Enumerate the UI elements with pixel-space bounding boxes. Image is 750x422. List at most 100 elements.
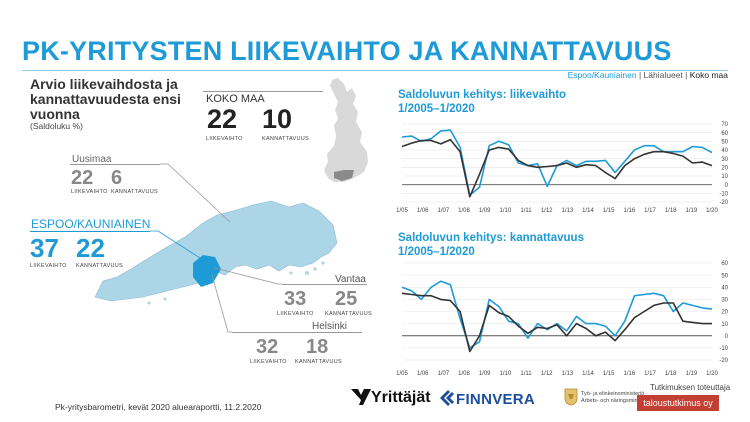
y-tick-label: 70 xyxy=(721,122,728,128)
y-tick-label: -10 xyxy=(719,192,728,198)
uusimaa-liikevaihto-label: LIIKEVAIHTO xyxy=(71,189,108,195)
espoo-kannattavuus-label: KANNATTAVUUS xyxy=(76,263,123,269)
nav-separator: | xyxy=(636,70,644,80)
y-tick-label: 0 xyxy=(725,334,729,340)
x-tick-label: 1/19 xyxy=(685,208,697,214)
helsinki-label: Helsinki xyxy=(312,321,348,332)
x-tick-label: 1/20 xyxy=(706,371,718,377)
nav-separator: | xyxy=(682,70,690,80)
y-tick-label: 40 xyxy=(721,285,728,291)
vantaa-liikevaihto-label: LIIKEVAIHTO xyxy=(277,311,314,317)
y-axis-label: Saldoluku xyxy=(704,255,730,257)
x-tick-label: 1/09 xyxy=(479,208,491,214)
finnvera-logo: FINNVERA xyxy=(456,391,536,408)
source-footnote: Pk-yritysbarometri, kevät 2020 aluearapo… xyxy=(55,402,262,412)
helsinki-kannattavuus-label: KANNATTAVUUS xyxy=(295,359,342,365)
x-tick-label: 1/16 xyxy=(623,208,635,214)
x-tick-label: 1/07 xyxy=(437,371,449,377)
x-tick-label: 1/05 xyxy=(396,371,408,377)
series-line-1 xyxy=(401,280,713,349)
uusimaa-label: Uusimaa xyxy=(72,154,112,165)
chart2-title: Saldoluvun kehitys: kannattavuus xyxy=(398,232,584,244)
region-nav: Espoo/Kauniainen | Lähialueet | Koko maa xyxy=(568,70,728,80)
x-tick-label: 1/08 xyxy=(458,371,470,377)
vantaa-liikevaihto-value: 33 xyxy=(284,288,307,310)
ministry-line-2: Arbets- och näringsministeriet xyxy=(581,398,654,404)
espoo-liikevaihto-value: 37 xyxy=(30,233,59,263)
chart-kannattavuus: -20 -10 0 10 20 30 40 50 60 Saldoluku 1/05 1/06 1/07… xyxy=(396,255,730,377)
koko-maa-liikevaihto-label: LIIKEVAIHTO xyxy=(206,136,243,142)
helsinki-rule xyxy=(232,332,362,333)
espoo-region-shape xyxy=(193,255,221,287)
koko-maa-kannattavuus-value: 10 xyxy=(262,104,293,134)
y-tick-label: 30 xyxy=(721,157,728,163)
helsinki-liikevaihto-label: LIIKEVAIHTO xyxy=(250,359,287,365)
crest-icon xyxy=(564,388,578,406)
y-tick-label: 10 xyxy=(721,174,728,180)
y-tick-label: 50 xyxy=(721,273,728,279)
toteuttaja-label: Tutkimuksen toteuttaja xyxy=(650,383,731,392)
page-title: PK-YRITYSTEN LIIKEVAIHTO JA KANNATTAVUUS xyxy=(22,36,672,66)
x-tick-label: 1/12 xyxy=(541,208,553,214)
uusimaa-kannattavuus-value: 6 xyxy=(111,167,123,189)
y-tick-label: -10 xyxy=(719,346,728,352)
espoo-liikevaihto-label: LIIKEVAIHTO xyxy=(30,263,67,269)
y-tick-label: 60 xyxy=(721,131,728,137)
nav-lahialueet-link[interactable]: Lähialueet xyxy=(643,70,683,80)
chart1-subtitle: 1/2005–1/2020 xyxy=(398,103,475,115)
y-tick-label: 20 xyxy=(721,166,728,172)
ministry-line-1: Työ- ja elinkeinoministeriö xyxy=(581,391,645,397)
y-tick-label: 40 xyxy=(721,148,728,154)
x-tick-label: 1/13 xyxy=(561,371,573,377)
chart2-subtitle: 1/2005–1/2020 xyxy=(398,246,475,258)
y-tick-label: 0 xyxy=(725,183,729,189)
x-tick-label: 1/19 xyxy=(685,371,697,377)
helsinki-liikevaihto-value: 32 xyxy=(256,336,279,358)
uusimaa-kannattavuus-label: KANNATTAVUUS xyxy=(111,189,158,195)
x-tick-label: 1/18 xyxy=(665,208,677,214)
taloustutkimus-logo: taloustutkimus oy xyxy=(637,395,719,411)
koko-maa-kannattavuus-label: KANNATTAVUUS xyxy=(262,136,309,142)
x-tick-label: 1/14 xyxy=(582,371,594,377)
x-tick-label: 1/20 xyxy=(706,208,718,214)
vantaa-kannattavuus-label: KANNATTAVUUS xyxy=(325,311,372,317)
y-tick-label: -20 xyxy=(719,200,728,206)
x-tick-label: 1/11 xyxy=(520,371,532,377)
chart-liikevaihto: -20-10010203040506070Saldoluku1/051/061/… xyxy=(396,122,729,214)
x-tick-label: 1/07 xyxy=(437,208,449,214)
y-tick-label: 10 xyxy=(721,322,728,328)
espoo-kannattavuus-value: 22 xyxy=(76,233,105,263)
section-heading: Arvio liikevaihdosta ja kannattavuudesta… xyxy=(30,76,181,122)
y-tick-label: 60 xyxy=(721,261,728,267)
uusimaa-liikevaihto-value: 22 xyxy=(71,167,94,189)
x-tick-label: 1/15 xyxy=(603,208,615,214)
x-tick-label: 1/10 xyxy=(499,371,511,377)
x-tick-label: 1/06 xyxy=(417,208,429,214)
x-tick-label: 1/16 xyxy=(623,371,635,377)
uusimaa-region-map xyxy=(94,200,338,305)
y-tick-label: 50 xyxy=(721,140,728,146)
ministry-logo: Työ- ja elinkeinoministeriö Arbets- och … xyxy=(581,391,654,405)
series-line-2 xyxy=(401,292,712,353)
x-tick-label: 1/09 xyxy=(479,371,491,377)
section-note: (Saldoluku %) xyxy=(30,121,83,131)
x-tick-label: 1/06 xyxy=(417,371,429,377)
x-tick-label: 1/14 xyxy=(582,208,594,214)
x-tick-label: 1/12 xyxy=(541,371,553,377)
koko-maa-rule xyxy=(203,91,323,92)
nav-koko-maa-link[interactable]: Koko maa xyxy=(689,70,728,80)
y-tick-label: 20 xyxy=(721,310,728,316)
finland-map-icon xyxy=(324,78,368,182)
x-tick-label: 1/08 xyxy=(458,208,470,214)
espoo-rule xyxy=(30,231,150,232)
x-tick-label: 1/13 xyxy=(561,208,573,214)
chart1-title: Saldoluvun kehitys: liikevaihto xyxy=(398,89,567,101)
finnvera-logo-icon xyxy=(440,390,454,406)
nav-espoo-link[interactable]: Espoo/Kauniainen xyxy=(567,70,637,80)
vantaa-kannattavuus-value: 25 xyxy=(335,288,358,310)
x-tick-label: 1/05 xyxy=(396,208,408,214)
series-line-2 xyxy=(401,138,713,198)
uusimaa-rule xyxy=(70,164,160,165)
helsinki-kannattavuus-value: 18 xyxy=(306,336,329,358)
